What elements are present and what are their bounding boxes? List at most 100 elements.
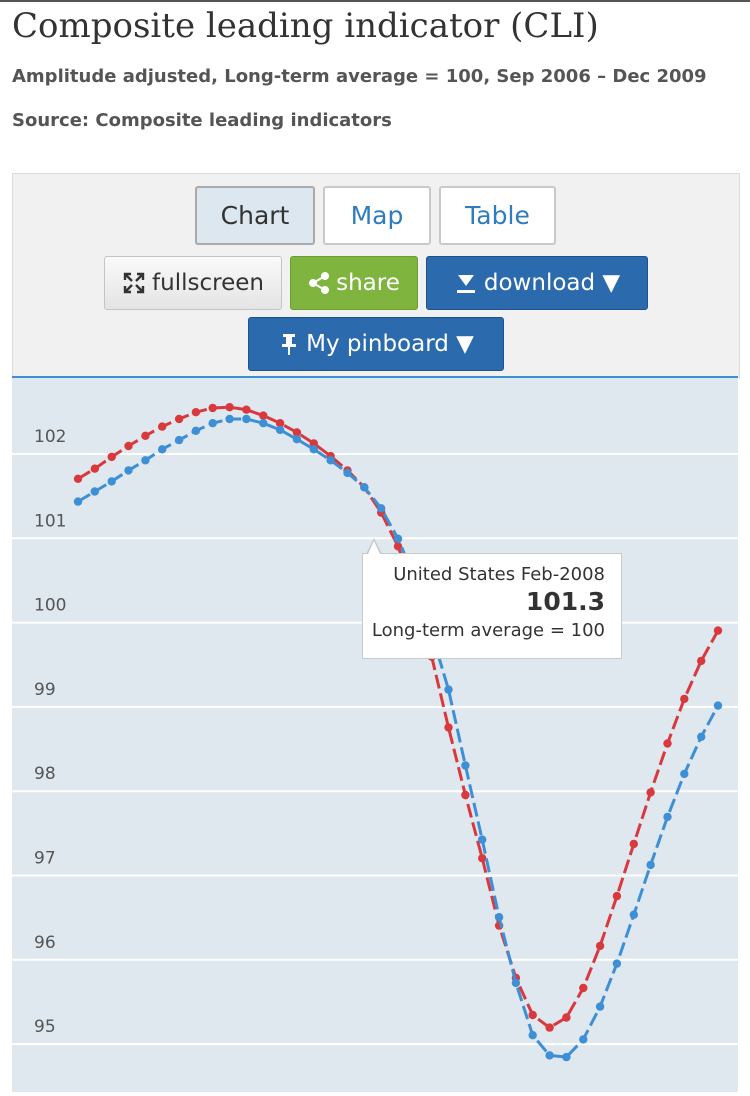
y-tick-label: 99 bbox=[34, 680, 56, 700]
series-1-point bbox=[545, 1051, 554, 1060]
series-1-point bbox=[158, 445, 167, 454]
share-label: share bbox=[336, 270, 400, 296]
series-0-point bbox=[292, 428, 302, 437]
series-1-point bbox=[697, 732, 706, 741]
y-tick-label: 97 bbox=[34, 849, 56, 869]
y-tick-label: 100 bbox=[34, 596, 66, 616]
series-0-point bbox=[713, 626, 723, 635]
series-1-point bbox=[343, 468, 352, 478]
plot-background bbox=[12, 376, 738, 1092]
series-1-point bbox=[141, 456, 150, 465]
series-0-point bbox=[73, 474, 83, 483]
series-0-point bbox=[174, 414, 184, 424]
series-1-point bbox=[259, 419, 268, 428]
series-1-point bbox=[174, 435, 184, 445]
y-tick-label: 98 bbox=[34, 764, 56, 784]
fullscreen-button[interactable]: fullscreen bbox=[104, 256, 282, 310]
series-1-point bbox=[680, 769, 689, 779]
chart-plot-area[interactable]: 95 96 97 98 99 100 101 102 bbox=[12, 376, 738, 1092]
download-arrow-icon bbox=[454, 271, 478, 295]
series-1-point bbox=[461, 761, 470, 770]
y-tick-label: 96 bbox=[34, 933, 56, 953]
series-0-point bbox=[141, 431, 150, 440]
series-0-point bbox=[208, 403, 217, 413]
series-0-point bbox=[259, 411, 268, 420]
series-0-point bbox=[545, 1023, 554, 1032]
download-label: download ▼ bbox=[483, 270, 621, 296]
tab-map[interactable]: Map bbox=[323, 186, 431, 245]
page-title: Composite leading indicator (CLI) bbox=[12, 6, 599, 46]
series-1-point bbox=[292, 435, 302, 444]
series-1-point bbox=[663, 812, 672, 822]
series-1-point bbox=[191, 426, 201, 435]
series-0-point bbox=[107, 452, 116, 462]
source-line: Source: Composite leading indicators bbox=[12, 110, 392, 131]
series-1-point bbox=[124, 466, 133, 475]
pin-icon bbox=[278, 332, 300, 356]
tooltip-pointer-fill bbox=[368, 541, 380, 554]
series-1-point bbox=[90, 487, 100, 496]
series-0-line bbox=[77, 405, 720, 1030]
series-0-point bbox=[612, 891, 622, 901]
series-0-point bbox=[158, 422, 167, 431]
series-1-point bbox=[107, 477, 116, 486]
download-button[interactable]: download ▼ bbox=[426, 256, 648, 310]
series-1-point bbox=[360, 483, 369, 492]
series-0-point bbox=[680, 694, 689, 704]
series-0-point bbox=[191, 408, 201, 417]
series-1-point bbox=[208, 419, 217, 428]
series-0-point bbox=[275, 419, 285, 428]
tooltip-value: 101.3 bbox=[525, 587, 605, 616]
fullscreen-arrows-icon bbox=[122, 271, 146, 295]
series-1-point bbox=[646, 860, 655, 870]
y-tick-label: 101 bbox=[34, 511, 66, 531]
series-1-point bbox=[579, 1035, 588, 1044]
series-0-point bbox=[309, 439, 318, 448]
tab-table[interactable]: Table bbox=[439, 186, 556, 245]
series-0-point bbox=[629, 839, 638, 849]
top-rule bbox=[0, 0, 750, 2]
share-icon bbox=[308, 272, 330, 294]
tooltip-series-date: United States Feb-2008 bbox=[393, 564, 605, 585]
series-1-point bbox=[377, 504, 386, 513]
fullscreen-label: fullscreen bbox=[152, 270, 264, 296]
series-1-point bbox=[478, 835, 487, 844]
series-1-point bbox=[73, 497, 83, 506]
series-0-point bbox=[528, 1010, 537, 1020]
series-1-point bbox=[393, 534, 403, 543]
tooltip-note: Long-term average = 100 bbox=[371, 620, 605, 641]
series-1-point bbox=[629, 910, 638, 919]
share-button[interactable]: share bbox=[290, 256, 418, 310]
series-1-point bbox=[595, 1002, 605, 1011]
series-1-point bbox=[713, 701, 723, 710]
series-0-point bbox=[242, 405, 251, 414]
series-0-point bbox=[124, 441, 133, 451]
series-0-point bbox=[579, 983, 588, 993]
series-0-point bbox=[461, 790, 470, 800]
pinboard-button[interactable]: My pinboard ▼ bbox=[248, 317, 504, 371]
series-1-point bbox=[528, 1031, 537, 1040]
series-1-point bbox=[444, 685, 453, 694]
series-1-point bbox=[225, 414, 234, 424]
chart-tooltip: United States Feb-2008 101.3 Long-term a… bbox=[362, 553, 622, 659]
line-chart: 95 96 97 98 99 100 101 102 bbox=[12, 376, 738, 1092]
series-1-point bbox=[562, 1052, 571, 1062]
y-tick-label: 95 bbox=[34, 1017, 56, 1037]
series-1-point bbox=[275, 425, 285, 435]
series-1-point bbox=[242, 414, 251, 424]
series-0-point bbox=[663, 739, 672, 748]
y-tick-label: 102 bbox=[34, 427, 66, 447]
series-0-point bbox=[562, 1013, 571, 1022]
series-0-point bbox=[225, 403, 234, 412]
series-1-point bbox=[612, 959, 622, 968]
series-0-point bbox=[478, 854, 487, 863]
chart-toolbar-panel: Chart Map Table fullscreen bbox=[12, 173, 740, 379]
series-0-point bbox=[90, 464, 100, 473]
series-1-point bbox=[309, 445, 318, 454]
series-0-point bbox=[646, 788, 655, 797]
page-subtitle: Amplitude adjusted, Long-term average = … bbox=[12, 66, 707, 87]
pinboard-label: My pinboard ▼ bbox=[306, 331, 474, 357]
series-0-point bbox=[595, 941, 605, 951]
series-0-point bbox=[697, 656, 706, 666]
tab-chart[interactable]: Chart bbox=[195, 186, 315, 245]
